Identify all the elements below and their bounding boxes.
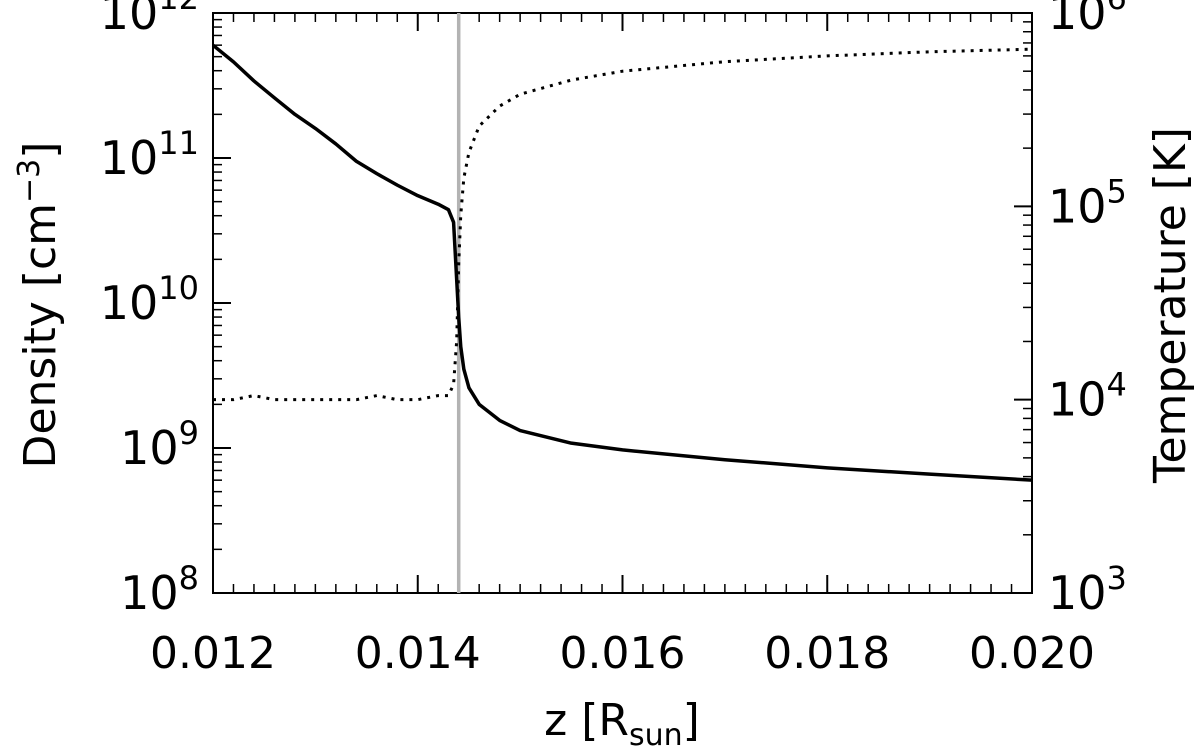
density-series: [211, 43, 1033, 482]
x-tick-label: 0.016: [560, 628, 686, 679]
y-left-tick-label: 1010: [100, 269, 199, 330]
y-left-tick-label: 1011: [100, 124, 199, 185]
x-tick-label: 0.014: [355, 628, 481, 679]
y-left-tick-label: 1012: [100, 0, 199, 40]
x-tick-label: 0.020: [969, 628, 1095, 679]
x-tick-labels: 0.012 0.014 0.016 0.018 0.020: [150, 628, 1095, 679]
plot-area-border: [212, 12, 1033, 594]
y-left-tick-labels: 108 109 1010 1011 1012: [100, 0, 199, 620]
x-tick-label: 0.012: [150, 628, 276, 679]
y-right-tick-label: 104: [1048, 366, 1127, 427]
y-right-tick-label: 103: [1048, 559, 1127, 620]
y-right-tick-labels: 103 104 105 106: [1048, 0, 1127, 620]
y-left-tick-label: 109: [120, 414, 199, 475]
minor-ticks: [213, 13, 1032, 593]
axes-frame: [212, 12, 1033, 594]
y-left-axis-label: Density [cm−3]: [12, 142, 66, 469]
y-right-tick-label: 105: [1048, 172, 1127, 233]
y-right-tick-label: 106: [1048, 0, 1127, 40]
y-right-axis-label: Temperature [K]: [1145, 127, 1196, 484]
temperature-series: [213, 47, 1033, 402]
x-axis-label: z [Rsun]: [544, 695, 700, 747]
x-tick-label: 0.018: [764, 628, 890, 679]
major-ticks: [212, 12, 1033, 594]
y-left-tick-label: 108: [120, 559, 199, 620]
series-layer: [211, 43, 1033, 482]
